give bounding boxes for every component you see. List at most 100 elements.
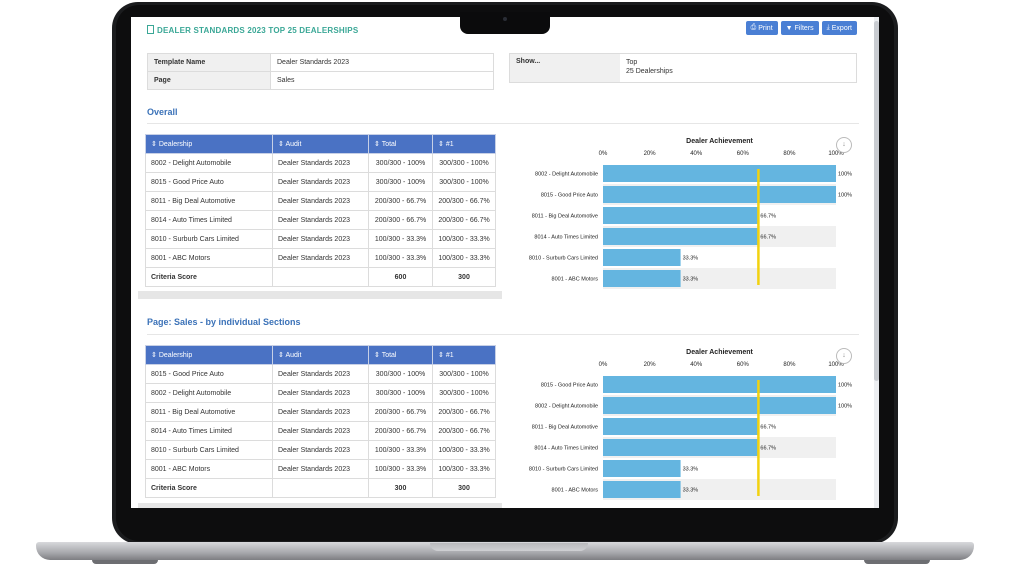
criteria-score-row: Criteria Score 300 300 <box>145 478 496 498</box>
criteria-label: Criteria Score <box>145 267 273 287</box>
table-row[interactable]: 8002 - Delight Automobile Dealer Standard… <box>145 153 496 173</box>
laptop-foot <box>92 560 158 564</box>
column-header-total[interactable]: ⇕ Total <box>368 134 433 154</box>
chart-title: Dealer Achievement <box>686 349 753 356</box>
dealership-cell: 8002 - Delight Automobile <box>145 153 273 173</box>
x-tick-label: 20% <box>644 362 657 368</box>
category-label: 8002 - Delight Automobile <box>535 404 598 410</box>
chart-download-icon[interactable]: ↓ <box>836 137 852 153</box>
bar <box>603 439 759 456</box>
category-label: 8010 - Surburb Cars Limited <box>529 256 598 262</box>
category-label: 8001 - ABC Motors <box>552 277 599 283</box>
audit-cell: Dealer Standards 2023 <box>272 459 369 479</box>
dealership-cell: 8011 - Big Deal Automotive <box>145 191 273 211</box>
table-header-row: ⇕ Dealership ⇕ Audit ⇕ Total ⇕ #1 <box>145 134 496 154</box>
chart-title: Dealer Achievement <box>686 138 753 145</box>
audit-cell: Dealer Standards 2023 <box>272 364 369 384</box>
camera-notch <box>460 12 550 34</box>
export-button[interactable]: ⤓ Export <box>821 21 857 35</box>
category-label: 8014 - Auto Times Limited <box>534 446 598 452</box>
table-row[interactable]: 8014 - Auto Times Limited Dealer Standard… <box>145 210 496 230</box>
table-row[interactable]: 8002 - Delight Automobile Dealer Standard… <box>145 383 496 403</box>
first-cell: 200/300 - 66.7% <box>432 191 496 211</box>
column-header-first[interactable]: ⇕ #1 <box>432 345 496 365</box>
print-button[interactable]: ⎙ Print <box>745 21 778 35</box>
first-cell: 100/300 - 33.3% <box>432 440 496 460</box>
dealership-cell: 8002 - Delight Automobile <box>145 383 273 403</box>
chart-download-icon[interactable]: ↓ <box>836 348 852 364</box>
column-header-first[interactable]: ⇕ #1 <box>432 134 496 154</box>
page-value: Sales <box>270 71 494 90</box>
x-tick-label: 80% <box>783 362 796 368</box>
table-row[interactable]: 8011 - Big Deal Automotive Dealer Standar… <box>145 191 496 211</box>
page-scrollbar-thumb[interactable] <box>874 21 879 381</box>
dealership-cell: 8001 - ABC Motors <box>145 248 273 268</box>
filters-button[interactable]: ▼ Filters <box>780 21 819 35</box>
x-tick-label: 100% <box>828 362 844 368</box>
data-label: 66.7% <box>760 214 776 220</box>
column-header-dealership[interactable]: ⇕ Dealership <box>145 345 273 365</box>
table-scrollbar[interactable] <box>138 291 502 299</box>
criteria-total: 300 <box>368 478 433 498</box>
total-cell: 100/300 - 33.3% <box>368 248 433 268</box>
bar <box>603 186 836 203</box>
total-cell: 200/300 - 66.7% <box>368 402 433 422</box>
dealership-cell: 8015 - Good Price Auto <box>145 172 273 192</box>
audit-cell: Dealer Standards 2023 <box>272 440 369 460</box>
table-row[interactable]: 8014 - Auto Times Limited Dealer Standard… <box>145 421 496 441</box>
table-row[interactable]: 8010 - Surburb Cars Limited Dealer Standa… <box>145 440 496 460</box>
dealer-achievement-chart-sections: Dealer Achievement 0% 20% 40% 60% 80% 100% 8015… <box>529 349 852 500</box>
bar <box>603 460 681 477</box>
table-scrollbar[interactable] <box>138 503 502 508</box>
bar <box>603 165 836 182</box>
table-row[interactable]: 8001 - ABC Motors Dealer Standards 2023 10… <box>145 459 496 479</box>
first-cell: 100/300 - 33.3% <box>432 229 496 249</box>
table-row[interactable]: 8015 - Good Price Auto Dealer Standards 2… <box>145 364 496 384</box>
dealership-cell: 8001 - ABC Motors <box>145 459 273 479</box>
bar <box>603 418 759 435</box>
bar <box>603 376 836 393</box>
data-label: 100% <box>838 193 852 199</box>
dealer-achievement-chart-overall: Dealer Achievement 0% 20% 40% 60% 80% 100% 8002… <box>529 138 852 289</box>
data-label: 100% <box>838 404 852 410</box>
audit-cell: Dealer Standards 2023 <box>272 210 369 230</box>
category-label: 8011 - Big Deal Automotive <box>532 425 598 431</box>
total-cell: 300/300 - 100% <box>368 383 433 403</box>
first-cell: 300/300 - 100% <box>432 364 496 384</box>
first-cell: 100/300 - 33.3% <box>432 248 496 268</box>
bar <box>603 207 759 224</box>
category-label: 8015 - Good Price Auto <box>541 193 598 199</box>
total-cell: 300/300 - 100% <box>368 172 433 192</box>
x-tick-label: 60% <box>737 151 750 157</box>
column-header-total[interactable]: ⇕ Total <box>368 345 433 365</box>
template-info-table: Template Name Dealer Standards 2023 Page… <box>147 53 494 90</box>
overall-table: ⇕ Dealership ⇕ Audit ⇕ Total ⇕ #1 8002 -… <box>145 134 496 287</box>
criteria-label: Criteria Score <box>145 478 273 498</box>
criteria-first: 300 <box>432 267 496 287</box>
bar <box>603 228 759 245</box>
page-title: DEALER STANDARDS 2023 TOP 25 DEALERSHIPS <box>147 25 358 35</box>
audit-cell: Dealer Standards 2023 <box>272 383 369 403</box>
document-icon <box>147 25 154 34</box>
first-cell: 300/300 - 100% <box>432 383 496 403</box>
dealership-cell: 8010 - Surburb Cars Limited <box>145 440 273 460</box>
x-tick-label: 0% <box>599 362 608 368</box>
category-label: 8002 - Delight Automobile <box>535 172 598 178</box>
column-header-audit[interactable]: ⇕ Audit <box>272 345 369 365</box>
table-row[interactable]: 8011 - Big Deal Automotive Dealer Standar… <box>145 402 496 422</box>
column-header-dealership[interactable]: ⇕ Dealership <box>145 134 273 154</box>
dealership-cell: 8015 - Good Price Auto <box>145 364 273 384</box>
total-cell: 200/300 - 66.7% <box>368 210 433 230</box>
table-row[interactable]: 8001 - ABC Motors Dealer Standards 2023 10… <box>145 248 496 268</box>
criteria-score-row: Criteria Score 600 300 <box>145 267 496 287</box>
column-header-audit[interactable]: ⇕ Audit <box>272 134 369 154</box>
first-cell: 200/300 - 66.7% <box>432 421 496 441</box>
dealership-cell: 8011 - Big Deal Automotive <box>145 402 273 422</box>
camera-icon <box>503 17 507 21</box>
table-row[interactable]: 8010 - Surburb Cars Limited Dealer Standa… <box>145 229 496 249</box>
bar <box>603 481 681 498</box>
audit-cell: Dealer Standards 2023 <box>272 421 369 441</box>
total-cell: 100/300 - 33.3% <box>368 459 433 479</box>
table-row[interactable]: 8015 - Good Price Auto Dealer Standards 2… <box>145 172 496 192</box>
dealership-cell: 8014 - Auto Times Limited <box>145 421 273 441</box>
